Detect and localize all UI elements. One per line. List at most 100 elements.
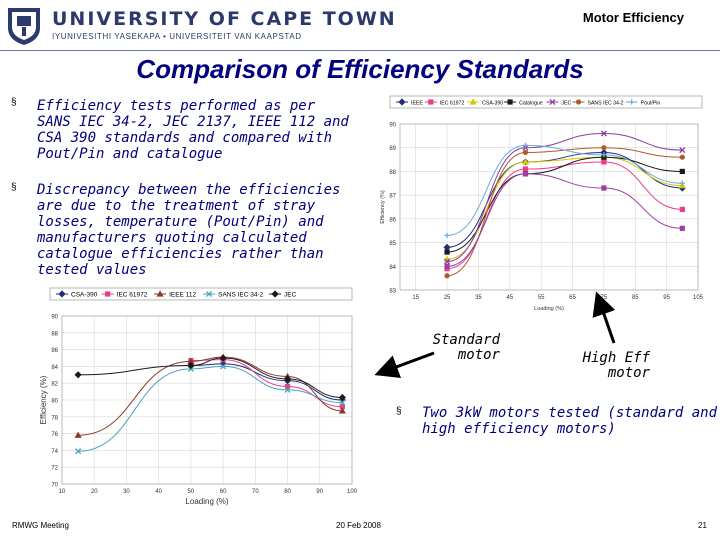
series-line — [447, 132, 683, 263]
header-divider — [0, 50, 720, 51]
y-tick-label: 78 — [51, 415, 58, 421]
x-tick-label: 95 — [663, 295, 670, 301]
x-tick-label: 10 — [59, 489, 66, 495]
x-tick-label: 50 — [188, 489, 195, 495]
arrow-standard-motor — [374, 351, 435, 379]
legend-entry: CSA-390 — [71, 292, 98, 299]
legend — [389, 95, 703, 109]
x-tick-label: 35 — [475, 295, 482, 301]
university-crest-logo — [8, 8, 40, 45]
x-tick-label: 70 — [252, 489, 259, 495]
standard-motor-label: Standard motor — [432, 332, 500, 363]
data-point — [444, 232, 450, 239]
x-axis-label: Loading (%) — [185, 497, 228, 506]
x-axis-label: Loading (%) — [534, 306, 564, 312]
y-tick-label: 82 — [51, 382, 58, 388]
series-line — [447, 156, 683, 253]
data-point — [522, 171, 529, 177]
legend-marker — [549, 98, 556, 106]
y-tick-label: 86 — [389, 217, 396, 223]
footer-date: 20 Feb 2008 — [336, 521, 381, 530]
x-tick-label: 105 — [693, 295, 704, 301]
data-point — [187, 357, 195, 364]
page-number: 21 — [698, 521, 707, 530]
legend-marker — [428, 99, 434, 105]
x-tick-label: 100 — [347, 489, 358, 495]
x-tick-label: 25 — [444, 295, 451, 301]
data-point — [339, 404, 345, 410]
legend — [49, 287, 353, 301]
x-tick-label: 45 — [506, 295, 513, 301]
x-tick-label: 85 — [632, 295, 639, 301]
legend-entry: IEC 61972 — [117, 292, 148, 299]
y-tick-label: 86 — [51, 348, 58, 354]
x-tick-label: 55 — [538, 295, 545, 301]
series-line — [78, 365, 343, 452]
x-tick-label: 90 — [316, 489, 323, 495]
data-point — [600, 130, 607, 137]
legend-marker — [575, 99, 582, 105]
legend-marker — [105, 291, 111, 297]
y-tick-label: 70 — [51, 483, 58, 489]
y-tick-label: 88 — [389, 170, 396, 176]
data-point — [601, 185, 607, 191]
series-line — [447, 173, 683, 267]
data-point — [679, 206, 685, 212]
legend-entry: SANS IEC 34-2 — [218, 292, 264, 299]
data-point — [443, 258, 451, 265]
x-tick-label: 30 — [123, 489, 130, 495]
legend-marker — [507, 99, 513, 105]
legend-entry: Catalogue — [519, 101, 543, 107]
data-point — [338, 407, 346, 414]
data-point — [522, 142, 529, 148]
legend-entry: Pout/Pin — [641, 101, 661, 107]
data-point — [601, 145, 607, 151]
data-point — [283, 375, 292, 383]
data-point — [679, 180, 685, 186]
y-tick-label: 76 — [51, 432, 58, 438]
legend-entry: JEC — [561, 101, 571, 107]
data-point — [679, 168, 685, 175]
data-point — [444, 273, 450, 279]
y-tick-label: 85 — [389, 241, 396, 247]
data-point — [339, 399, 346, 406]
x-tick-label: 65 — [569, 295, 576, 301]
y-tick-label: 87 — [389, 194, 396, 200]
data-point — [444, 249, 450, 255]
data-point — [220, 363, 227, 370]
x-tick-label: 40 — [155, 489, 162, 495]
x-tick-label: 15 — [412, 295, 419, 301]
arrow-high-eff-motor — [592, 291, 616, 344]
plot-area — [61, 315, 353, 485]
plot-area — [399, 123, 699, 291]
chart-background — [20, 284, 360, 522]
y-tick-label: 88 — [51, 331, 58, 337]
data-point — [284, 386, 291, 393]
data-point — [444, 263, 450, 269]
legend-marker — [469, 98, 477, 105]
university-name: UNIVERSITY OF CAPE TOWN — [52, 8, 397, 30]
data-point — [284, 383, 291, 390]
legend-entry: IEC 61972 — [440, 101, 465, 107]
bullet-text: Two 3kW motors tested (standard and high… — [422, 405, 718, 437]
y-tick-label: 80 — [51, 399, 58, 405]
data-point — [75, 448, 82, 455]
data-point — [601, 159, 607, 165]
data-point — [601, 152, 607, 158]
y-tick-label: 72 — [51, 466, 58, 472]
data-point — [521, 158, 530, 165]
legend-marker — [156, 290, 164, 297]
legend-entry: SANS IEC 34-2 — [588, 101, 624, 107]
x-tick-label: 80 — [284, 489, 291, 495]
y-tick-label: 90 — [51, 315, 58, 321]
bullet-marker: § — [11, 97, 17, 108]
data-point — [679, 154, 685, 160]
legend-entry: CSA-390 — [482, 101, 503, 107]
x-tick-label: 60 — [220, 489, 227, 495]
legend-marker — [58, 290, 66, 298]
legend-marker — [629, 99, 635, 105]
legend-entry: JEC — [284, 292, 297, 299]
x-tick-label: 20 — [91, 489, 98, 495]
slide-title: Comparison of Efficiency Standards — [136, 54, 584, 84]
